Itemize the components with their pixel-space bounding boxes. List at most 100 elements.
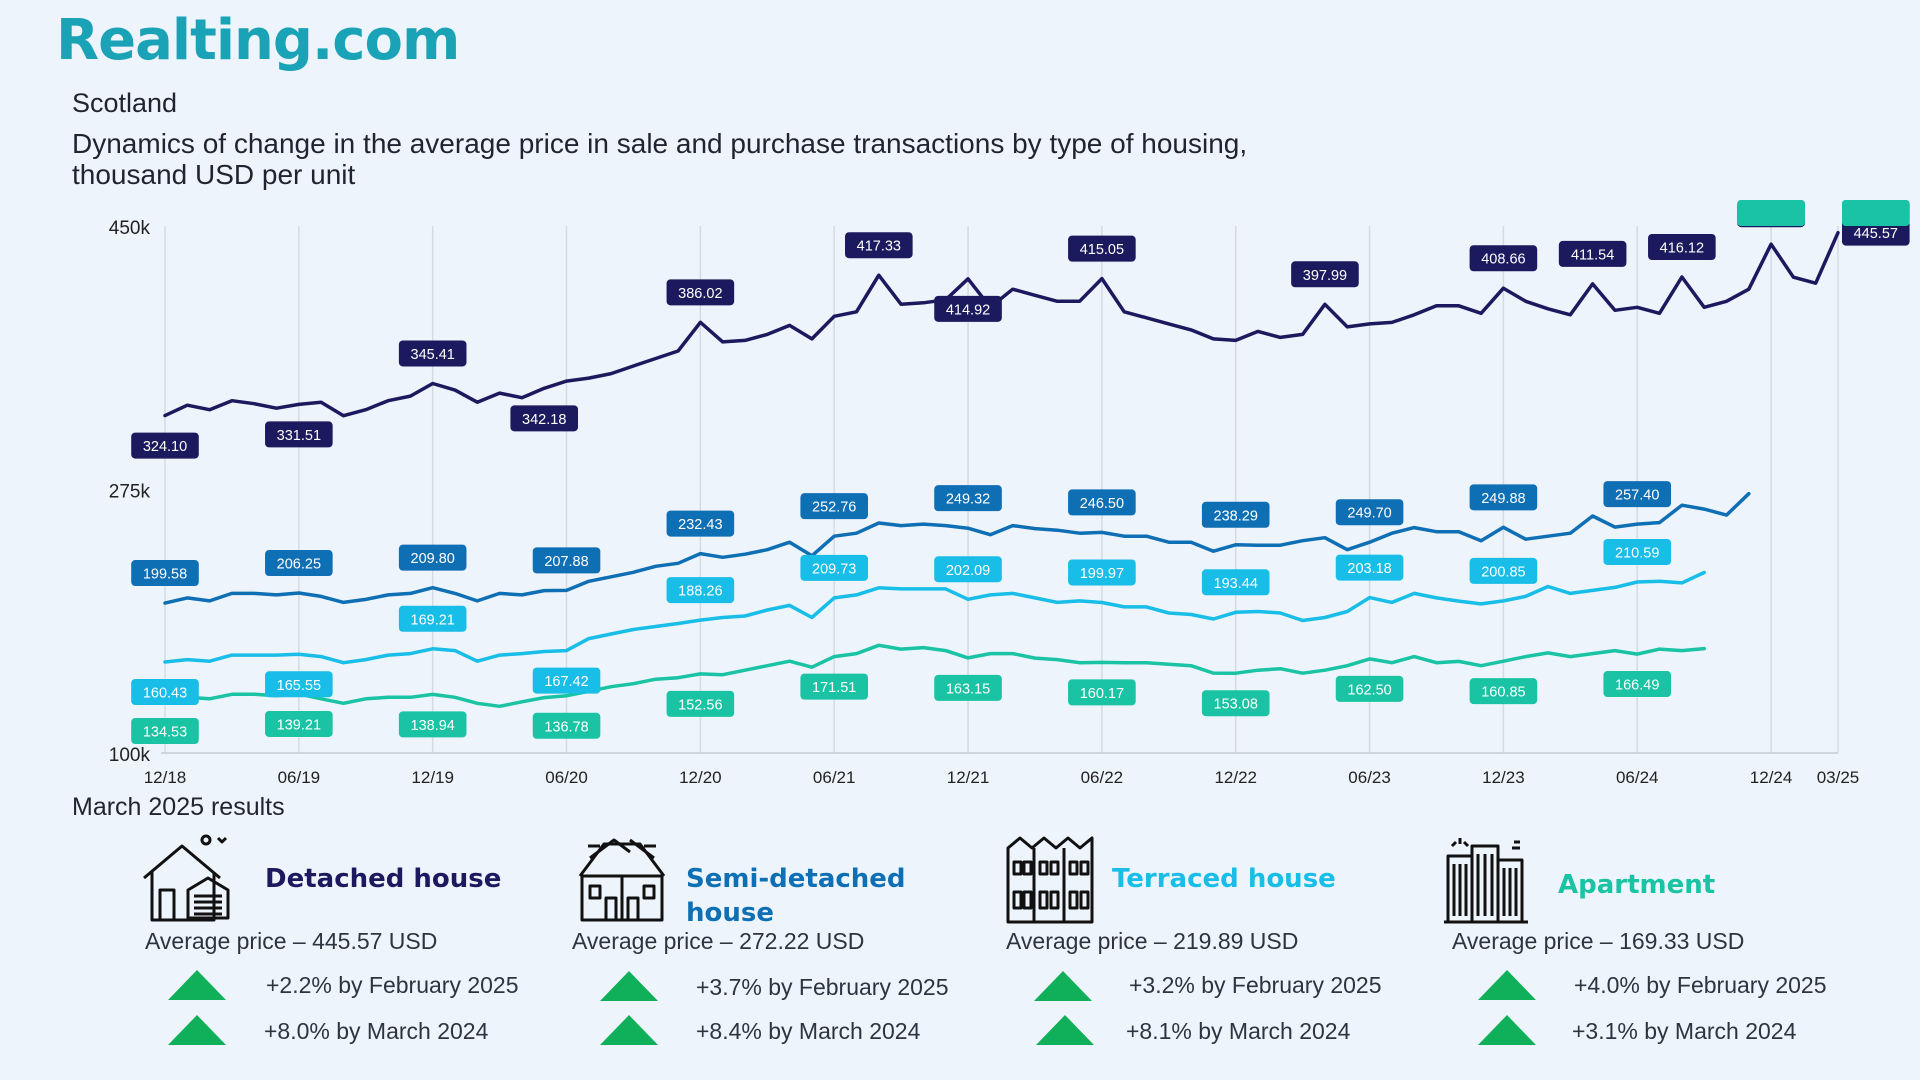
data-label-text: 169.33 — [1854, 200, 1898, 204]
data-label-box — [1335, 554, 1404, 581]
data-label-text: 171.51 — [812, 680, 856, 696]
data-label-text: 397.99 — [1303, 268, 1347, 284]
x-tick-label: 12/20 — [679, 768, 722, 787]
data-label-apartment: 152.56 — [666, 690, 735, 717]
data-label-semi: 232.43 — [666, 510, 735, 537]
data-label-detached: 324.10 — [131, 432, 199, 459]
x-tick-label: 12/24 — [1750, 768, 1793, 787]
data-label-text: 162.50 — [1347, 682, 1391, 698]
data-label-detached: 331.51 — [265, 421, 333, 448]
data-label-apartment: 136.78 — [532, 712, 601, 739]
x-tick-label: 06/23 — [1348, 768, 1391, 787]
card-name-terraced: Terraced house — [1112, 864, 1336, 894]
data-label-detached: 414.92 — [934, 295, 1002, 322]
data-label-terraced: 202.09 — [934, 556, 1002, 583]
data-label-text: 249.32 — [946, 492, 990, 508]
data-label-box — [934, 295, 1002, 322]
data-label-text: 165.71 — [1749, 200, 1793, 204]
data-label-box — [845, 232, 913, 259]
data-label-text: 210.59 — [1615, 545, 1659, 561]
x-tick-label: 06/21 — [813, 768, 856, 787]
data-label-semi: 206.25 — [265, 550, 333, 577]
data-label-box — [265, 421, 333, 448]
data-label-text: 169.21 — [411, 612, 455, 628]
semi-detached-house-icon — [578, 838, 666, 922]
up-arrow-icon — [1478, 1015, 1536, 1045]
change-yearly-apartment: +3.1% by March 2024 — [1572, 1018, 1797, 1044]
data-label-detached: 445.57 — [1842, 219, 1910, 246]
data-label-box — [131, 679, 199, 706]
data-label-detached: 397.99 — [1291, 261, 1359, 288]
data-label-terraced: 209.73 — [800, 554, 868, 581]
data-label-apartment: 138.94 — [398, 711, 467, 738]
data-label-text: 415.05 — [1080, 242, 1124, 258]
data-label-box — [1201, 569, 1270, 596]
data-label-apartment: 163.15 — [934, 674, 1002, 701]
data-label-box — [398, 544, 467, 571]
data-label-detached: 416.12 — [1648, 234, 1716, 261]
data-label-terraced: 200.85 — [1469, 557, 1538, 584]
data-label-text: 411.54 — [1571, 247, 1614, 263]
data-label-detached: 415.05 — [1068, 235, 1136, 262]
data-label-box — [1068, 489, 1136, 516]
data-label-text: 193.44 — [1214, 576, 1258, 592]
series-line-terraced — [163, 570, 1706, 665]
up-arrow-icon — [168, 970, 226, 1000]
data-label-text: 160.43 — [143, 686, 187, 702]
data-label-text: 166.49 — [1615, 678, 1659, 694]
x-tick-label: 03/25 — [1817, 768, 1860, 787]
realting-logo[interactable]: Realting.com — [56, 8, 460, 73]
card-name-apartment: Apartment — [1558, 870, 1716, 900]
data-label-apartment: 169.33 — [1842, 200, 1910, 226]
data-label-box — [800, 493, 868, 520]
change-monthly-semi-detached: +3.7% by February 2025 — [696, 974, 949, 1000]
data-label-box — [1068, 235, 1136, 262]
data-label-text: 417.33 — [857, 239, 901, 255]
card-name-semi-detached: Semi-detached house — [686, 864, 906, 928]
result-card-apartment: Apartment Average price – 169.33 USD +4.… — [1440, 832, 1860, 1072]
up-arrow-icon — [1034, 971, 1092, 1001]
data-label-box — [666, 279, 735, 306]
data-label-text: 152.56 — [678, 697, 722, 713]
data-label-text: 165.55 — [277, 678, 321, 694]
data-label-terraced: 169.21 — [398, 605, 467, 632]
data-label-box — [1842, 200, 1910, 226]
data-label-terraced: 203.18 — [1335, 554, 1404, 581]
detached-house-icon — [143, 834, 230, 922]
data-label-terraced: 165.55 — [265, 671, 333, 698]
data-label-text: 445.57 — [1854, 226, 1898, 242]
data-label-box — [398, 340, 467, 367]
data-label-box — [1201, 690, 1270, 717]
data-label-apartment: 165.71 — [1737, 200, 1805, 226]
data-label-box — [1603, 538, 1672, 565]
up-arrow-icon — [600, 1015, 658, 1045]
apartment-building-icon — [1444, 838, 1528, 924]
data-label-terraced: 193.44 — [1201, 569, 1270, 596]
data-label-apartment: 134.53 — [131, 718, 199, 745]
results-title: March 2025 results — [72, 793, 285, 821]
change-monthly-detached: +2.2% by February 2025 — [266, 972, 519, 998]
data-label-semi: 252.76 — [800, 493, 868, 520]
x-tick-label: 12/21 — [947, 768, 990, 787]
data-label-semi: 209.80 — [398, 544, 467, 571]
data-label-detached: 342.18 — [510, 405, 579, 432]
data-label-text: 342.18 — [522, 412, 566, 428]
data-label-text: 416.12 — [1660, 241, 1704, 257]
data-label-box — [1335, 675, 1404, 702]
data-label-box — [934, 674, 1002, 701]
data-label-semi: 257.40 — [1603, 481, 1672, 508]
data-label-apartment: 160.85 — [1469, 678, 1538, 705]
avg-price-terraced: Average price – 219.89 USD — [1006, 928, 1299, 954]
series-line-apartment — [163, 643, 1706, 709]
x-tick-label: 12/18 — [144, 768, 187, 787]
x-tick-label: 06/24 — [1616, 768, 1659, 787]
data-label-semi: 238.29 — [1201, 501, 1270, 528]
up-arrow-icon — [168, 1015, 226, 1045]
data-label-box — [1603, 671, 1672, 698]
up-arrow-icon — [600, 971, 658, 1001]
data-label-apartment: 171.51 — [800, 673, 868, 700]
data-label-box — [1068, 559, 1136, 586]
data-label-text: 324.10 — [143, 439, 187, 455]
data-label-text: 163.15 — [946, 681, 990, 697]
data-label-text: 238.29 — [1214, 508, 1258, 524]
